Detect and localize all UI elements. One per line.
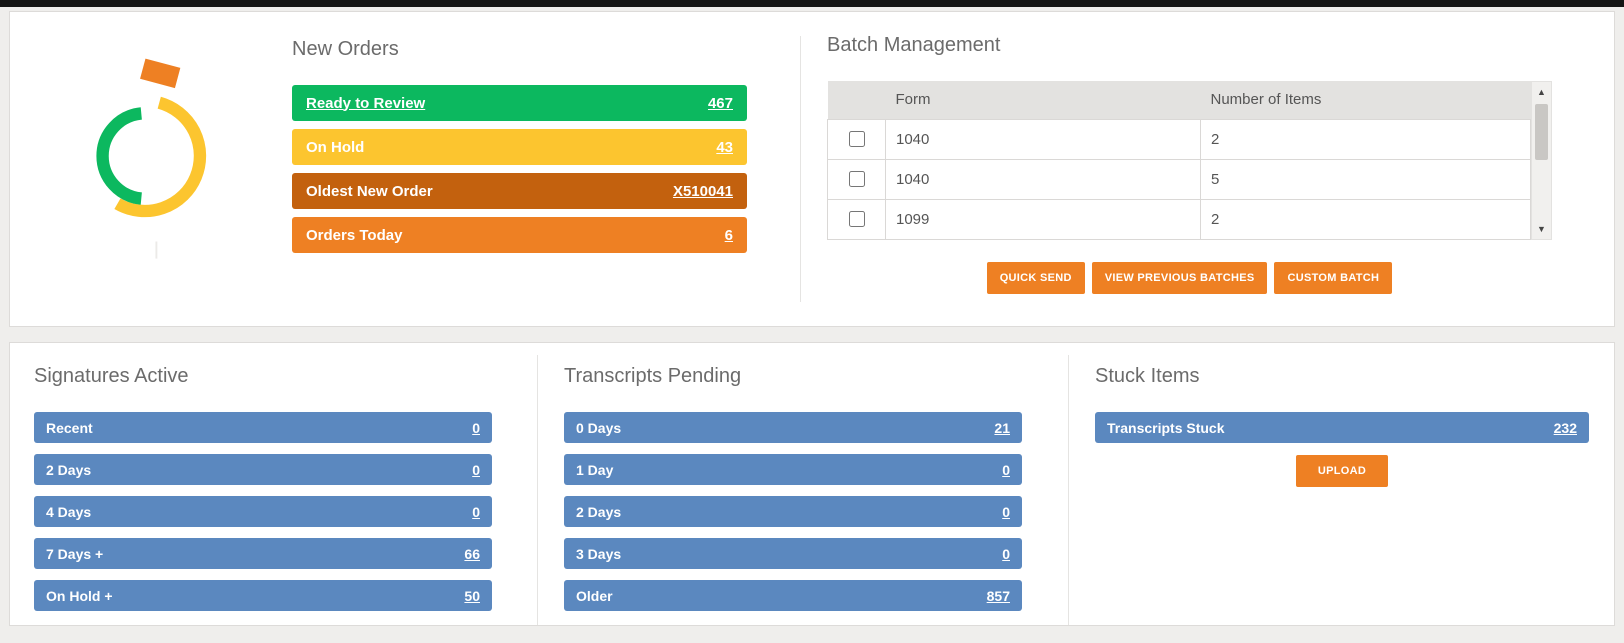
bar-count[interactable]: 0	[472, 461, 480, 478]
oldest-new-order-label: Oldest New Order	[306, 182, 433, 200]
batch-management-title: Batch Management	[827, 34, 1001, 56]
orders-gauge-chart	[96, 58, 207, 259]
checkbox-column-header	[827, 81, 886, 119]
bar-label: 4 Days	[46, 503, 92, 520]
table-row: 1040 2	[827, 118, 1531, 160]
transcripts-bar-0-days: 0 Days 21	[564, 412, 1022, 443]
ready-to-review-count[interactable]: 467	[707, 94, 733, 112]
bar-label: 1 Day	[576, 461, 614, 478]
bar-count[interactable]: 21	[994, 419, 1010, 436]
form-cell: 1040	[885, 118, 1201, 160]
top-border	[0, 0, 1624, 7]
vertical-divider	[800, 36, 801, 302]
orders-today-label: Orders Today	[306, 226, 403, 244]
transcripts-bar-2-days: 2 Days 0	[564, 496, 1022, 527]
bar-label: 2 Days	[576, 503, 622, 520]
bar-count[interactable]: 0	[472, 503, 480, 520]
form-cell: 1040	[885, 158, 1201, 200]
transcripts-bar-3-days: 3 Days 0	[564, 538, 1022, 569]
signatures-bar-2-days: 2 Days 0	[34, 454, 492, 485]
bar-label: Recent	[46, 419, 93, 436]
orders-gauge	[10, 12, 280, 326]
bar-label: 3 Days	[576, 545, 622, 562]
items-column-header: Number of Items	[1200, 81, 1531, 119]
status-panel: Signatures Active Recent 0 2 Days 0 4 Da…	[9, 342, 1615, 626]
bar-count[interactable]: 0	[1002, 503, 1010, 520]
scroll-up-icon[interactable]: ▲	[1537, 87, 1546, 97]
stuck-items-section: Stuck Items Transcripts Stuck 232 UPLOAD	[1069, 355, 1614, 625]
scrollbar-thumb[interactable]	[1535, 104, 1548, 160]
bar-label: 7 Days +	[46, 545, 104, 562]
transcripts-bar-older: Older 857	[564, 580, 1022, 611]
form-column-header: Form	[885, 81, 1201, 119]
row-checkbox[interactable]	[848, 210, 865, 227]
scroll-down-icon[interactable]: ▼	[1537, 223, 1546, 234]
bar-label: Older	[576, 587, 613, 604]
new-orders-bar-on-hold: On Hold 43	[292, 129, 747, 165]
form-cell: 1099	[885, 198, 1201, 240]
orders-today-count[interactable]: 6	[724, 226, 733, 244]
signatures-bar-7-days-plus: 7 Days + 66	[34, 538, 492, 569]
items-cell: 2	[1200, 118, 1531, 160]
bar-label: 2 Days	[46, 461, 92, 478]
transcripts-bar-1-day: 1 Day 0	[564, 454, 1022, 485]
bar-count[interactable]: 50	[464, 587, 480, 604]
table-row: 1099 2	[827, 198, 1531, 240]
bar-label: On Hold +	[46, 587, 113, 604]
batch-buttons: QUICK SEND VIEW PREVIOUS BATCHES CUSTOM …	[827, 261, 1552, 294]
batch-table-zone: Form Number of Items 1040 2 1040 5	[827, 81, 1552, 240]
new-orders-bar-oldest-new-order: Oldest New Order X510041	[292, 173, 747, 209]
orders-panel: New Orders Ready to Review 467 On Hold 4…	[9, 11, 1615, 327]
bar-count[interactable]: 232	[1553, 419, 1577, 436]
quick-send-button[interactable]: QUICK SEND	[986, 261, 1085, 294]
bar-count[interactable]: 0	[1002, 461, 1010, 478]
bar-count[interactable]: 857	[986, 587, 1010, 604]
on-hold-label: On Hold	[306, 138, 365, 156]
table-header-row: Form Number of Items	[827, 81, 1531, 119]
table-row: 1040 5	[827, 158, 1531, 200]
bar-label: Transcripts Stuck	[1107, 419, 1225, 436]
bar-count[interactable]: 66	[464, 545, 480, 562]
signatures-bar-on-hold-plus: On Hold + 50	[34, 580, 492, 611]
ready-to-review-link[interactable]: Ready to Review	[306, 94, 426, 112]
gauge-orange-segment	[140, 58, 181, 89]
transcripts-pending-section: Transcripts Pending 0 Days 21 1 Day 0 2 …	[538, 355, 1069, 625]
new-orders-bar-orders-today: Orders Today 6	[292, 217, 747, 253]
new-orders-section: New Orders Ready to Review 467 On Hold 4…	[280, 12, 750, 326]
bar-count[interactable]: 0	[472, 419, 480, 436]
gauge-green-arc	[96, 107, 143, 205]
view-previous-batches-button[interactable]: VIEW PREVIOUS BATCHES	[1091, 261, 1268, 294]
signatures-bar-recent: Recent 0	[34, 412, 492, 443]
items-cell: 2	[1200, 198, 1531, 240]
gauge-yellow-arc	[114, 96, 207, 218]
bar-count[interactable]: 0	[1002, 545, 1010, 562]
items-cell: 5	[1200, 158, 1531, 200]
new-orders-bar-ready-to-review: Ready to Review 467	[292, 85, 747, 121]
oldest-new-order-id[interactable]: X510041	[672, 182, 733, 200]
batch-table: Form Number of Items 1040 2 1040 5	[827, 81, 1531, 240]
on-hold-count[interactable]: 43	[716, 138, 733, 156]
bar-label: 0 Days	[576, 419, 622, 436]
transcripts-pending-title: Transcripts Pending	[564, 365, 742, 387]
stuck-items-title: Stuck Items	[1095, 365, 1200, 387]
batch-management-section: Batch Management Form Number of Items 10…	[801, 12, 1614, 326]
row-checkbox[interactable]	[848, 130, 865, 147]
signatures-active-title: Signatures Active	[34, 365, 189, 387]
row-checkbox[interactable]	[848, 170, 865, 187]
transcripts-stuck-bar: Transcripts Stuck 232	[1095, 412, 1589, 443]
signatures-active-section: Signatures Active Recent 0 2 Days 0 4 Da…	[10, 355, 538, 625]
table-scrollbar[interactable]: ▲ ▼	[1531, 81, 1552, 240]
signatures-bar-4-days: 4 Days 0	[34, 496, 492, 527]
upload-button[interactable]: UPLOAD	[1295, 455, 1389, 487]
custom-batch-button[interactable]: CUSTOM BATCH	[1274, 261, 1393, 294]
new-orders-title: New Orders	[292, 38, 399, 60]
